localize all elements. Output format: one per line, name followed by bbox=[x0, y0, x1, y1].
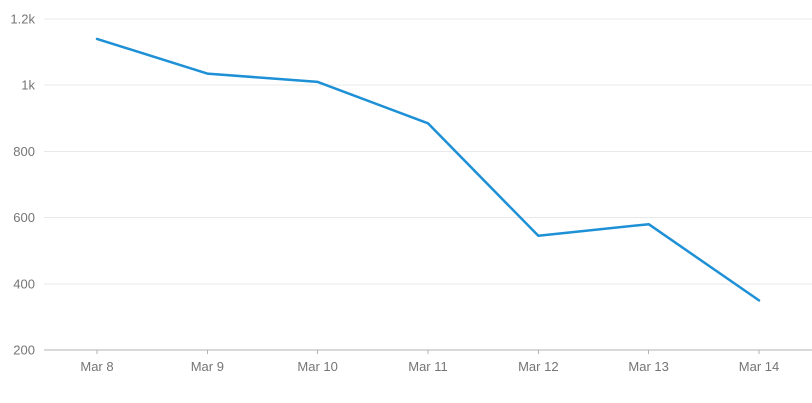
x-axis-tick-label: Mar 10 bbox=[297, 359, 337, 374]
x-axis-tick-label: Mar 14 bbox=[739, 359, 779, 374]
y-axis-tick-label: 200 bbox=[13, 343, 35, 358]
y-axis-tick-label: 1.2k bbox=[10, 12, 35, 27]
x-axis-tick-label: Mar 8 bbox=[80, 359, 113, 374]
x-axis-tick-label: Mar 12 bbox=[518, 359, 558, 374]
y-axis-tick-label: 400 bbox=[13, 276, 35, 291]
y-axis-tick-label: 600 bbox=[13, 210, 35, 225]
y-axis-tick-label: 1k bbox=[21, 78, 35, 93]
data-series-line bbox=[95, 37, 761, 302]
x-axis-tick-label: Mar 9 bbox=[191, 359, 224, 374]
y-axis-tick-label: 800 bbox=[13, 144, 35, 159]
x-axis-tick-label: Mar 11 bbox=[408, 359, 448, 374]
x-axis-tick-label: Mar 13 bbox=[628, 359, 668, 374]
